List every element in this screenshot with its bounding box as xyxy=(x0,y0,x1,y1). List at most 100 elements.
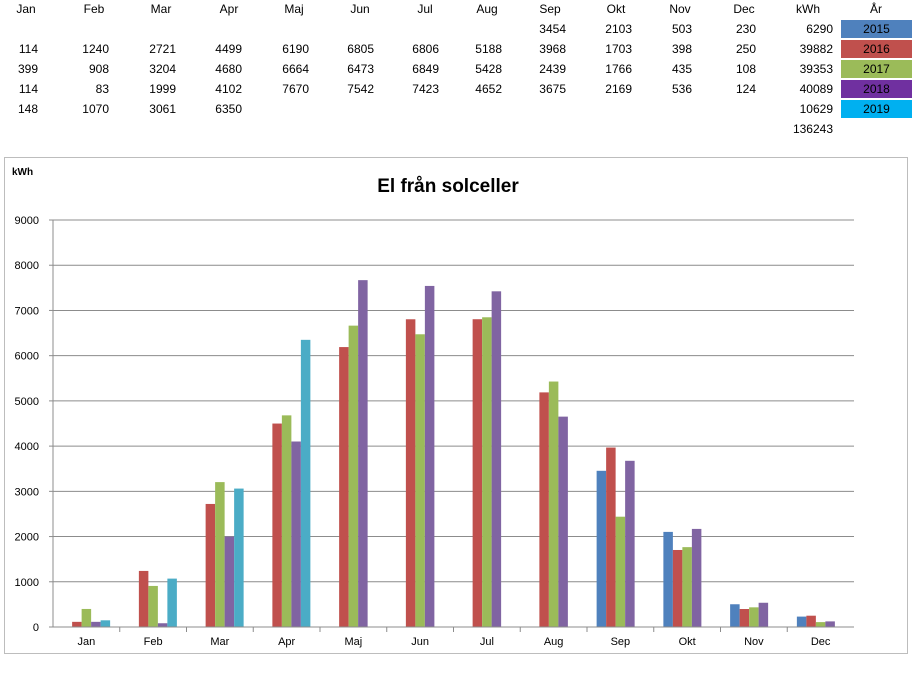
bar xyxy=(491,291,502,627)
bar xyxy=(815,622,826,627)
y-tick-label: 1000 xyxy=(15,577,39,589)
month-header: Dec xyxy=(733,2,755,16)
table-cell: 6849 xyxy=(412,62,439,76)
bar xyxy=(348,325,359,627)
table-cell: 2721 xyxy=(149,42,176,56)
table-cell: 3968 xyxy=(539,42,566,56)
year-badge: 2015 xyxy=(841,20,912,38)
bar xyxy=(100,620,111,627)
x-tick-label: Okt xyxy=(679,636,696,648)
y-tick-label: 2000 xyxy=(15,532,39,544)
table-cell: 908 xyxy=(88,62,109,76)
table-cell: 114 xyxy=(18,82,38,96)
bar xyxy=(281,415,292,627)
bar xyxy=(749,607,759,627)
table-cell: 230 xyxy=(735,22,756,36)
x-tick-label: Jan xyxy=(78,636,96,648)
bar xyxy=(215,482,225,627)
bar xyxy=(796,616,807,627)
bar xyxy=(424,285,435,627)
bar xyxy=(224,536,235,627)
x-tick-label: Apr xyxy=(278,636,295,648)
table-cell: 3454 xyxy=(539,22,566,36)
y-tick-label: 8000 xyxy=(15,260,39,272)
year-badge: 2016 xyxy=(841,40,912,58)
table-cell: 83 xyxy=(95,82,109,96)
table-cell: 1070 xyxy=(82,102,109,116)
table-cell: 6350 xyxy=(215,102,242,116)
table-cell: 2439 xyxy=(539,62,566,76)
axes: 0 1000 2000 3000 4000 5000 6000 7000 8000 9000 Jan… xyxy=(15,215,854,648)
bar xyxy=(91,621,101,627)
table-cell: 6805 xyxy=(347,42,374,56)
y-tick-label: 5000 xyxy=(15,396,39,408)
table-cell: 4102 xyxy=(215,82,242,96)
chart-title: El från solceller xyxy=(377,176,519,197)
year-badge: 2017 xyxy=(841,60,912,78)
bar xyxy=(548,381,559,627)
bar-chart: El från solceller kWh 0 1000 2000 3000 4000 5… xyxy=(12,167,854,648)
bar xyxy=(234,488,244,627)
x-tick-label: Sep xyxy=(611,636,631,648)
y-tick-label: 6000 xyxy=(15,351,39,363)
table-cell: 3204 xyxy=(149,62,176,76)
bar xyxy=(415,334,425,627)
bar xyxy=(157,623,168,627)
table-cell: 4680 xyxy=(215,62,242,76)
gridlines xyxy=(53,219,854,583)
bar xyxy=(663,531,673,627)
month-header: Jan xyxy=(16,2,36,16)
y-tick-label: 4000 xyxy=(15,441,39,453)
table-cell: 3061 xyxy=(149,102,176,116)
month-header: Okt xyxy=(606,2,626,16)
data-table: Jan Feb Mar Apr Maj Jun Jul Aug Sep Okt Nov Dec kWh Å… xyxy=(0,0,914,140)
bar xyxy=(682,547,692,627)
table-cell: 1766 xyxy=(605,62,632,76)
row-total: 6290 xyxy=(806,22,833,36)
y-tick-label: 3000 xyxy=(15,486,39,498)
table-cell: 4499 xyxy=(215,42,242,56)
y-tick-label: 7000 xyxy=(15,305,39,317)
bar xyxy=(291,441,301,627)
x-tick-label: Jun xyxy=(411,636,429,648)
month-header: Apr xyxy=(219,2,239,16)
bar xyxy=(539,392,549,627)
bar xyxy=(148,585,158,627)
row-total: 39882 xyxy=(799,42,833,56)
month-header: Maj xyxy=(284,2,304,16)
table-cell: 7423 xyxy=(412,82,439,96)
month-header: Mar xyxy=(150,2,172,16)
bar xyxy=(339,347,349,627)
year-header: År xyxy=(870,2,882,16)
row-total: 40089 xyxy=(799,82,833,96)
bar xyxy=(81,608,92,627)
bar xyxy=(625,460,635,627)
bar xyxy=(730,604,740,627)
x-tick-label: Dec xyxy=(811,636,831,648)
table-cell: 1240 xyxy=(82,42,109,56)
month-header: Nov xyxy=(669,2,691,16)
table-cell: 3675 xyxy=(539,82,566,96)
table-cell: 148 xyxy=(17,102,38,116)
chart-frame: El från solceller kWh 0 1000 2000 3000 4000 5… xyxy=(4,157,908,654)
bar xyxy=(825,621,835,627)
bar xyxy=(739,609,750,627)
table-cell: 7670 xyxy=(282,82,309,96)
table-cell: 398 xyxy=(671,42,692,56)
x-tick-label: Feb xyxy=(144,636,163,648)
bar xyxy=(558,416,568,627)
bar xyxy=(358,280,368,627)
bar xyxy=(272,423,282,627)
bar xyxy=(300,339,311,627)
kwh-header: kWh xyxy=(796,2,820,16)
bar xyxy=(482,317,492,627)
table-cell: 435 xyxy=(671,62,692,76)
bar xyxy=(205,503,216,627)
y-tick-label: 9000 xyxy=(15,215,39,227)
bar xyxy=(615,516,626,627)
bar xyxy=(472,319,483,627)
bar xyxy=(596,470,607,627)
table-cell: 503 xyxy=(671,22,692,36)
grand-total: 136243 xyxy=(792,122,833,136)
x-tick-label: Nov xyxy=(744,636,764,648)
